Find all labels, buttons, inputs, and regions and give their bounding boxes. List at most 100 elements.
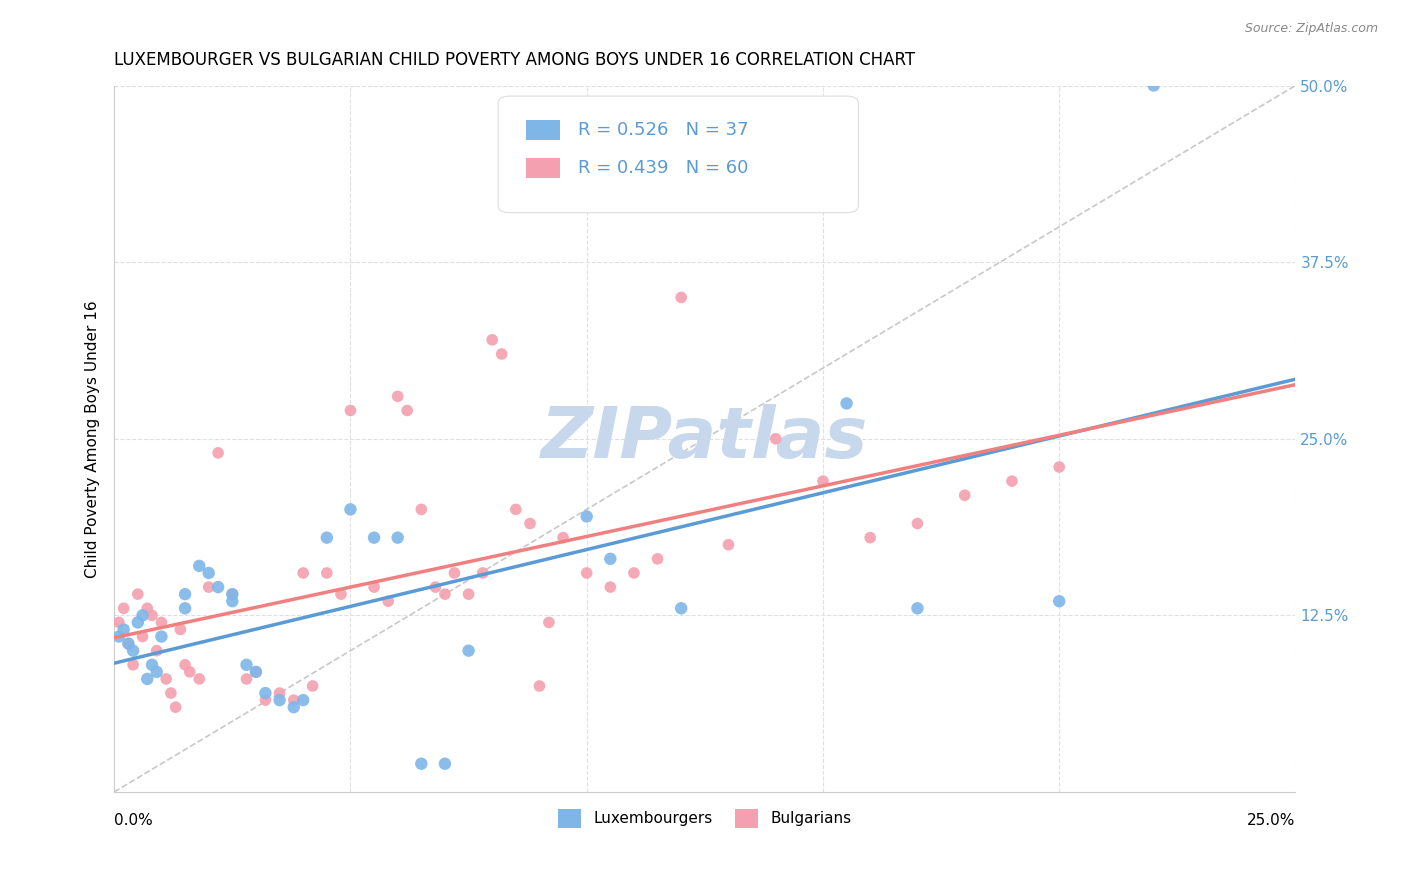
Point [1001, 474, 1024, 488]
Point [235, 672, 257, 686]
Point [197, 566, 219, 580]
Point [835, 396, 858, 410]
Point [112, 623, 135, 637]
Point [1047, 594, 1070, 608]
Point [457, 587, 479, 601]
Point [174, 657, 197, 672]
Point [108, 615, 131, 630]
Point [245, 665, 267, 679]
Point [330, 587, 353, 601]
Point [221, 594, 243, 608]
Point [188, 558, 211, 573]
Point [131, 630, 153, 644]
Point [387, 531, 409, 545]
Point [188, 672, 211, 686]
Legend: Luxembourgers, Bulgarians: Luxembourgers, Bulgarians [553, 803, 858, 834]
Text: 25.0%: 25.0% [1247, 814, 1295, 828]
Point [425, 580, 447, 594]
Point [141, 657, 163, 672]
Point [481, 333, 503, 347]
Point [283, 700, 305, 714]
Point [269, 686, 291, 700]
Point [363, 531, 385, 545]
Point [122, 643, 145, 657]
Point [363, 580, 385, 594]
FancyBboxPatch shape [526, 158, 560, 178]
Point [491, 347, 513, 361]
Point [717, 538, 740, 552]
Point [112, 601, 135, 615]
Point [339, 403, 361, 417]
Point [575, 509, 598, 524]
Point [859, 531, 882, 545]
Point [411, 502, 433, 516]
Point [150, 615, 173, 630]
Point [136, 601, 159, 615]
Point [179, 665, 201, 679]
Point [235, 657, 257, 672]
Point [301, 679, 323, 693]
Point [339, 502, 361, 516]
Text: R = 0.526   N = 37: R = 0.526 N = 37 [578, 121, 749, 139]
Point [907, 601, 929, 615]
Y-axis label: Child Poverty Among Boys Under 16: Child Poverty Among Boys Under 16 [86, 300, 100, 577]
Point [765, 432, 787, 446]
Text: R = 0.439   N = 60: R = 0.439 N = 60 [578, 159, 749, 178]
Point [254, 686, 277, 700]
Point [165, 700, 187, 714]
Point [117, 637, 139, 651]
Point [155, 672, 177, 686]
Point [141, 608, 163, 623]
Point [529, 679, 551, 693]
Text: 0.0%: 0.0% [114, 814, 153, 828]
Point [433, 587, 456, 601]
Point [669, 601, 692, 615]
Point [207, 446, 229, 460]
Point [315, 531, 337, 545]
Point [457, 643, 479, 657]
Point [292, 693, 315, 707]
Point [1143, 78, 1166, 93]
Point [443, 566, 465, 580]
Point [136, 672, 159, 686]
Point [145, 665, 167, 679]
Point [907, 516, 929, 531]
Point [254, 693, 277, 707]
Point [471, 566, 494, 580]
FancyBboxPatch shape [526, 120, 560, 140]
Point [396, 403, 419, 417]
Point [197, 580, 219, 594]
Point [207, 580, 229, 594]
Point [174, 601, 197, 615]
Point [292, 566, 315, 580]
Point [433, 756, 456, 771]
Point [411, 756, 433, 771]
Point [623, 566, 645, 580]
Point [647, 551, 669, 566]
FancyBboxPatch shape [498, 96, 859, 212]
Point [315, 566, 337, 580]
Point [551, 531, 574, 545]
Point [269, 693, 291, 707]
Point [811, 474, 834, 488]
Point [377, 594, 399, 608]
Point [245, 665, 267, 679]
Point [169, 623, 191, 637]
Point [537, 615, 560, 630]
Point [117, 637, 139, 651]
Point [145, 643, 167, 657]
Text: Source: ZipAtlas.com: Source: ZipAtlas.com [1244, 22, 1378, 36]
Point [599, 551, 621, 566]
Point [131, 608, 153, 623]
Point [127, 615, 149, 630]
Point [127, 587, 149, 601]
Point [505, 502, 527, 516]
Point [174, 587, 197, 601]
Text: ZIPatlas: ZIPatlas [541, 404, 869, 474]
Point [108, 630, 131, 644]
Point [669, 290, 692, 304]
Point [283, 693, 305, 707]
Point [519, 516, 541, 531]
Point [599, 580, 621, 594]
Point [221, 587, 243, 601]
